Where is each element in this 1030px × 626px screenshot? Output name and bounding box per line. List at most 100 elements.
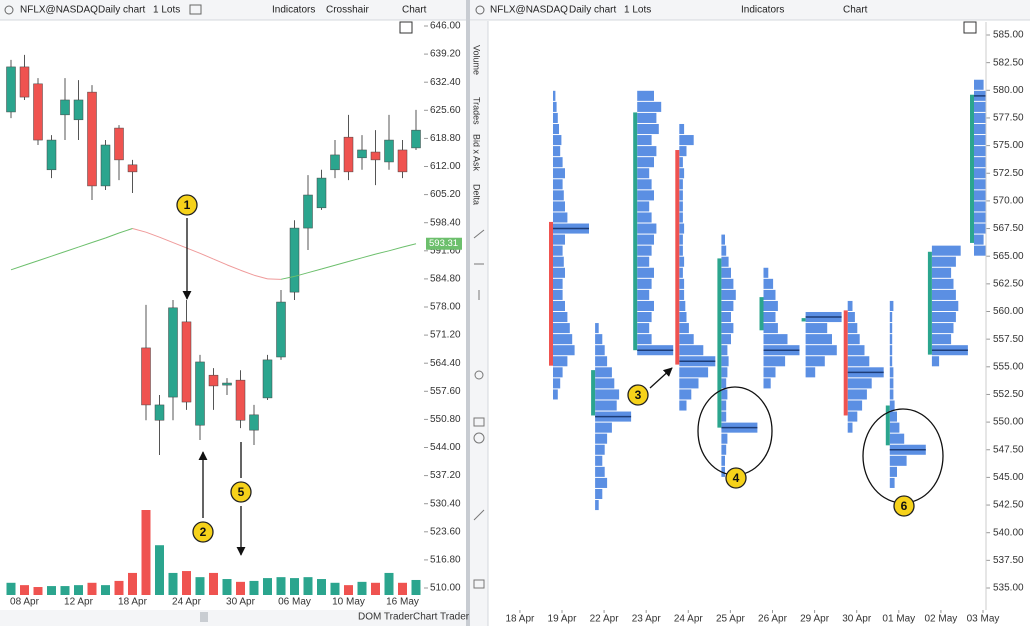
- profile-bar: [637, 146, 657, 157]
- scroll-end-button[interactable]: [963, 21, 977, 34]
- symbol-icon[interactable]: [475, 5, 485, 15]
- profile-bar: [889, 400, 895, 411]
- profile-bar: [553, 367, 563, 378]
- tool-icon[interactable]: [473, 509, 485, 521]
- sidebar-tab[interactable]: Volume: [472, 45, 482, 75]
- volume-bar: [155, 545, 164, 595]
- sidebar-tab[interactable]: Delta: [472, 184, 482, 205]
- profile-bar: [931, 312, 956, 323]
- scroll-end-button[interactable]: [399, 21, 413, 34]
- tool-icon[interactable]: [473, 229, 485, 239]
- profile-bar: [847, 334, 860, 345]
- volume-bar: [20, 585, 29, 595]
- profile-bar: [974, 234, 984, 245]
- chart-trader[interactable]: Chart Trader: [413, 612, 470, 623]
- chart-button[interactable]: Chart: [843, 5, 868, 16]
- profile-bar: [679, 223, 685, 234]
- moving-average: [226, 264, 241, 271]
- indicators[interactable]: Indicators: [741, 5, 784, 16]
- tool-icon[interactable]: [473, 417, 485, 427]
- y-tick-label: 582.50: [993, 57, 1024, 68]
- symbol[interactable]: NFLX@NASDAQ: [490, 5, 568, 16]
- profile-bar: [637, 334, 652, 345]
- profile-bar: [679, 389, 692, 400]
- volume-bar: [398, 582, 407, 595]
- tool-icon[interactable]: [189, 4, 202, 15]
- profile-bar: [805, 345, 837, 356]
- profile-bar: [637, 168, 650, 179]
- y-tick-label: 552.50: [993, 389, 1024, 400]
- profile-bar: [637, 201, 650, 212]
- profile-bar: [974, 146, 986, 157]
- tool-icon[interactable]: [473, 432, 485, 444]
- interval[interactable]: Daily chart: [98, 5, 145, 16]
- profile-bar: [679, 245, 683, 256]
- symbol[interactable]: NFLX@NASDAQ: [20, 5, 98, 16]
- x-tick-label: 06 May: [278, 597, 311, 608]
- profile-bar: [763, 289, 776, 300]
- profile-bar: [974, 157, 986, 168]
- day-body: [885, 405, 890, 446]
- y-tick-label: 585.00: [993, 30, 1024, 41]
- interval[interactable]: Daily chart: [569, 5, 616, 16]
- profile-bar: [721, 323, 734, 334]
- volume-bar: [303, 577, 313, 595]
- profile-bar: [553, 278, 563, 289]
- profile-bar: [931, 267, 952, 278]
- x-tick-label: 19 Apr: [548, 614, 578, 625]
- volume-bar: [128, 572, 137, 595]
- profile-bar: [721, 245, 727, 256]
- y-tick-label: 639.20: [430, 49, 461, 60]
- profile-bar: [721, 400, 727, 411]
- profile-bar: [553, 334, 573, 345]
- right-sidebar: Volume Trades Bid x Ask Delta: [470, 21, 489, 626]
- profile-bar: [637, 223, 657, 234]
- scrollbar-thumb[interactable]: [200, 612, 208, 622]
- day-body: [675, 150, 680, 365]
- candle-body: [222, 382, 232, 386]
- candle-body: [87, 91, 97, 187]
- profile-bar: [637, 278, 652, 289]
- profile-bar: [889, 323, 893, 334]
- x-tick-label: 02 May: [925, 614, 958, 625]
- moving-average: [294, 272, 309, 277]
- y-tick-label: 575.00: [993, 140, 1024, 151]
- y-tick-label: 580.00: [993, 85, 1024, 96]
- annotation-label: 4: [733, 471, 740, 485]
- x-tick-label: 12 Apr: [64, 597, 94, 608]
- profile-bar: [679, 123, 685, 135]
- moving-average: [388, 246, 403, 252]
- sidebar-tab[interactable]: Trades: [472, 97, 482, 125]
- indicators[interactable]: Indicators: [272, 5, 315, 16]
- volume-bar: [411, 579, 421, 595]
- symbol-icon[interactable]: [4, 5, 14, 15]
- tool-icon[interactable]: [473, 579, 485, 589]
- annotation-label: 2: [200, 525, 207, 539]
- moving-average: [118, 228, 133, 234]
- candle-body: [33, 83, 43, 141]
- profile-bar: [721, 466, 725, 477]
- chart-button[interactable]: Chart: [402, 5, 427, 16]
- volume-bar: [6, 582, 16, 595]
- y-tick-label: 545.00: [993, 472, 1024, 483]
- dom-trader[interactable]: DOM Trader: [358, 612, 414, 623]
- x-tick-label: 24 Apr: [674, 614, 704, 625]
- tool-icon[interactable]: [474, 370, 484, 380]
- profile-bar: [595, 455, 603, 466]
- day-body: [549, 221, 553, 366]
- sidebar-tab[interactable]: Bid x Ask: [472, 134, 482, 172]
- candle-body: [73, 99, 84, 121]
- volume-bar: [263, 578, 272, 595]
- y-tick-label: 567.50: [993, 223, 1024, 234]
- profile-bar: [679, 267, 683, 278]
- profile-bar: [679, 345, 704, 356]
- profile-bar: [931, 278, 954, 289]
- profile-bar: [553, 356, 568, 367]
- lots[interactable]: 1 Lots: [153, 5, 180, 16]
- profile-bar: [889, 367, 894, 378]
- y-tick-label: 572.50: [993, 168, 1024, 179]
- volume-bar: [249, 580, 259, 595]
- crosshair[interactable]: Crosshair: [326, 5, 369, 16]
- lots[interactable]: 1 Lots: [624, 5, 651, 16]
- profile-bar: [679, 289, 685, 300]
